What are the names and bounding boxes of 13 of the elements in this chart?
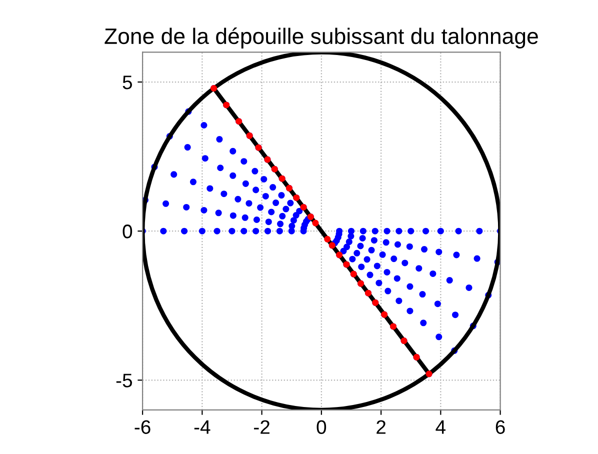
x-tick-label: 2 [376, 420, 386, 434]
point [324, 236, 331, 242]
x-tick-label: -2 [254, 420, 270, 434]
point [312, 220, 319, 226]
x-tick-label: -4 [194, 420, 210, 434]
x-tick-label: -6 [134, 420, 150, 434]
y-tick-label: 5 [122, 76, 132, 90]
y-tick-label: -5 [116, 374, 132, 388]
x-tick-label: 6 [496, 420, 505, 434]
x-tick-label: 4 [436, 420, 446, 434]
x-tick-label: 0 [316, 420, 326, 434]
y-tick-label: 0 [122, 224, 132, 238]
chart-title: Zone de la dépouille subissant du talonnage [104, 28, 538, 48]
